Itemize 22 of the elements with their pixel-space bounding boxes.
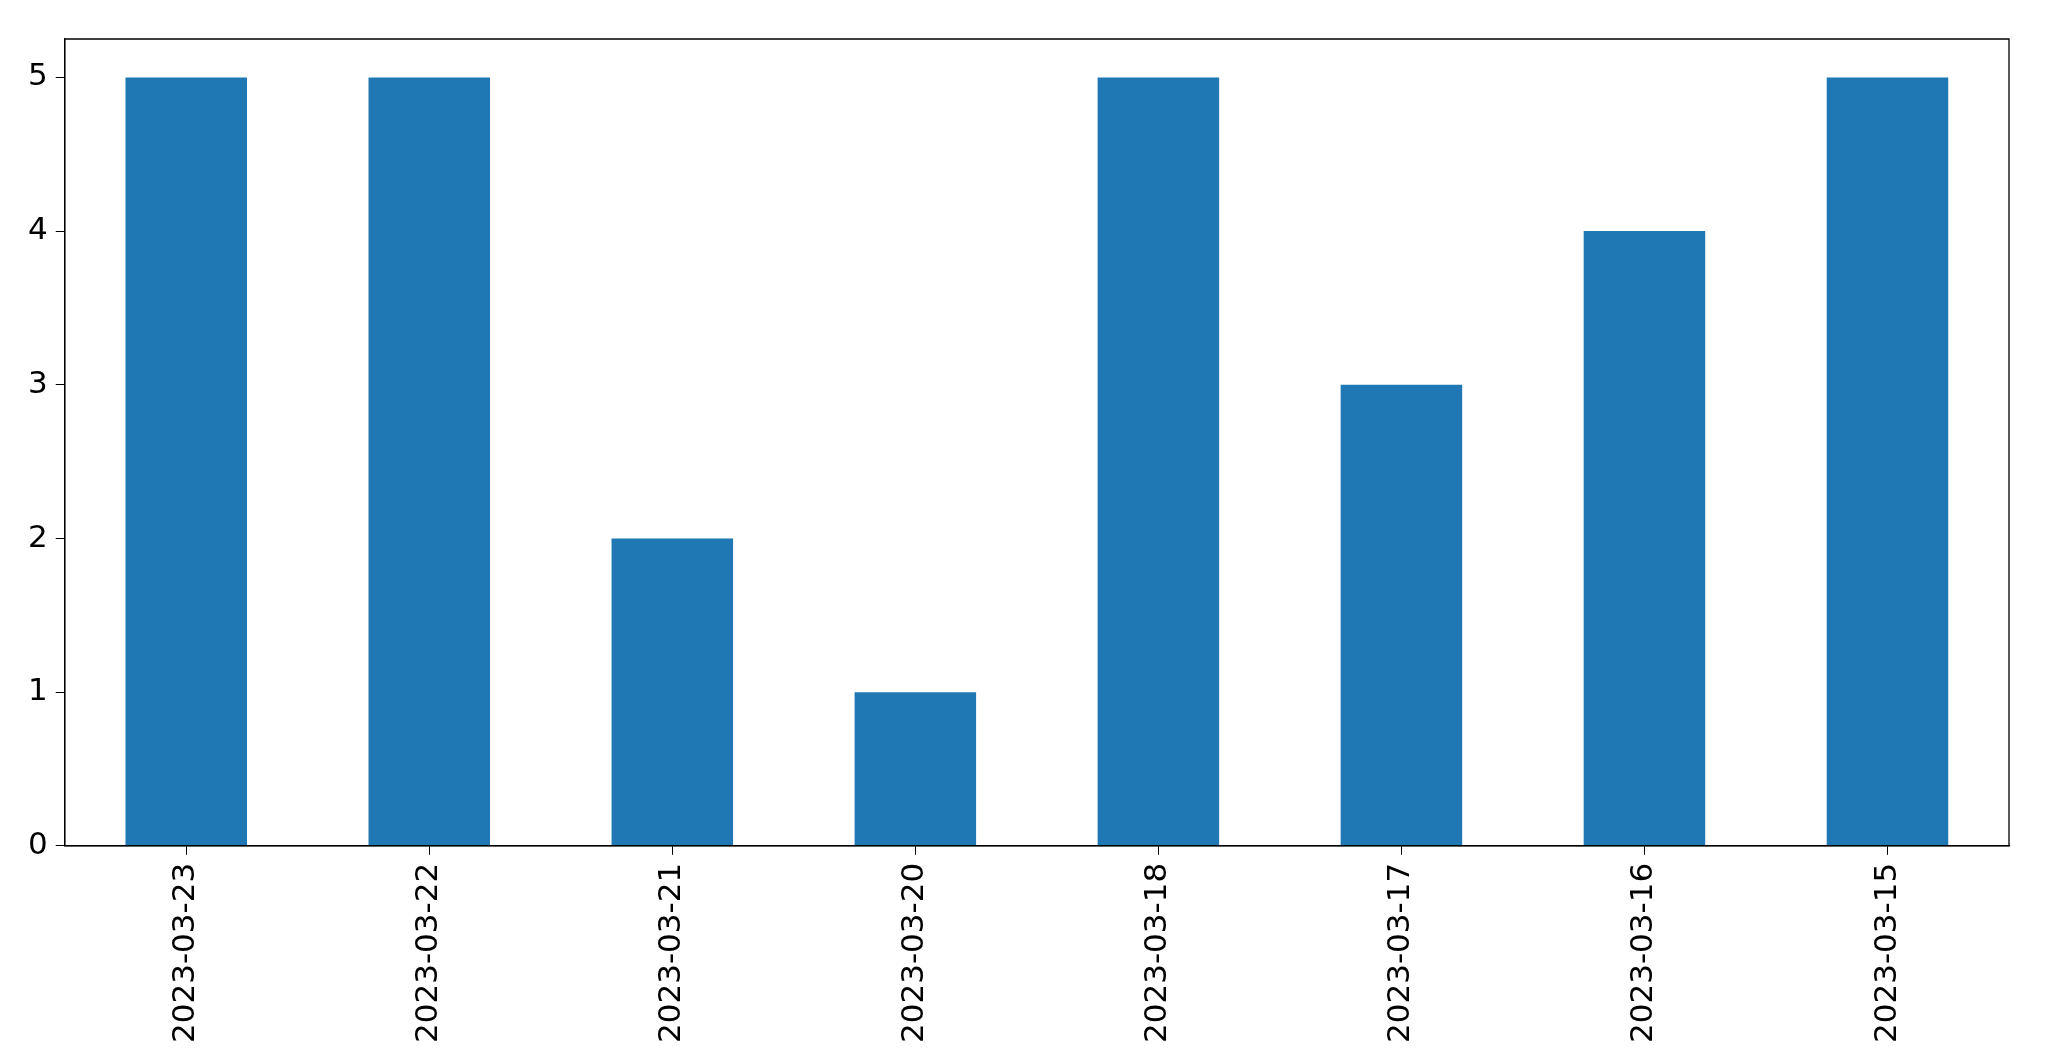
bar <box>611 538 734 846</box>
x-tick-label: 2023-03-15 <box>1866 862 1903 1044</box>
y-tick-label: 0 <box>27 824 48 861</box>
x-tick-label: 2023-03-18 <box>1137 862 1174 1044</box>
x-tick-label: 2023-03-23 <box>165 862 202 1044</box>
bar <box>1097 77 1220 846</box>
bar <box>1340 384 1463 846</box>
x-tick-label: 2023-03-20 <box>894 862 931 1044</box>
y-tick-label: 4 <box>27 210 48 247</box>
bar <box>125 77 247 846</box>
x-tick-label: 2023-03-21 <box>651 862 688 1044</box>
y-tick-label: 3 <box>27 363 48 400</box>
y-tick-label: 1 <box>27 671 48 708</box>
y-tick-label: 5 <box>27 56 48 93</box>
x-tick-label: 2023-03-16 <box>1623 862 1660 1044</box>
bar <box>368 77 491 846</box>
bar <box>854 692 977 846</box>
bar <box>1826 77 1949 846</box>
x-tick-label: 2023-03-17 <box>1380 862 1417 1044</box>
y-tick-label: 2 <box>27 517 48 554</box>
x-tick-label: 2023-03-22 <box>408 862 445 1044</box>
bar <box>1583 231 1706 846</box>
